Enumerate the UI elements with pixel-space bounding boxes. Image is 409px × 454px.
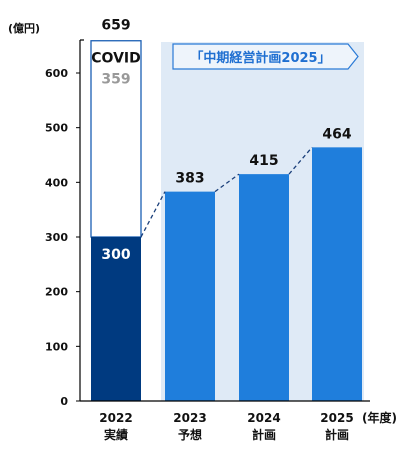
y-tick-label: 600	[45, 67, 68, 80]
y-tick-label: 0	[60, 395, 68, 408]
plan-banner	[172, 43, 359, 70]
trend-connector	[288, 146, 313, 175]
bar-2024	[239, 174, 289, 401]
x-tick-label-year: 2024	[247, 411, 280, 425]
bar-2022	[91, 237, 141, 401]
bar-2025	[312, 147, 362, 401]
y-axis-unit-label: (億円)	[8, 21, 40, 35]
y-tick-label: 100	[45, 340, 68, 353]
covid-label: COVID	[91, 51, 140, 67]
x-tick-label-status: 計画	[325, 427, 349, 442]
y-tick-label: 500	[45, 122, 68, 135]
covid-stack-bar	[90, 40, 142, 238]
bar-value-label: 464	[322, 126, 351, 142]
x-tick-label-year: 2023	[173, 411, 206, 425]
bar-value-label: 383	[175, 171, 204, 187]
total-value-label: 659	[101, 18, 130, 34]
y-tick-label: 300	[45, 231, 68, 244]
axes: (億円) (年度) 0 100 200 300 400 500 600 2022 実績 2023 予…	[8, 21, 397, 442]
x-tick-label-year: 2025	[320, 411, 353, 425]
trend-connector	[140, 191, 166, 238]
bar-2023	[165, 191, 215, 401]
y-tick-label: 200	[45, 286, 68, 299]
covid-value-label: 359	[101, 72, 130, 88]
x-tick-label-status: 計画	[252, 427, 276, 442]
bar-value-label: 415	[249, 153, 278, 169]
x-axis-unit-label: (年度)	[362, 410, 397, 425]
x-tick-label-status: 実績	[104, 427, 128, 442]
x-tick-label-year: 2022	[99, 411, 132, 425]
trend-connector	[214, 173, 240, 193]
plot-area: COVID 359 659 300 383 415 464 「中期経営計画2025」	[90, 18, 362, 401]
plan-banner-label: 「中期経営計画2025」	[190, 50, 330, 66]
bar-value-label: 300	[101, 247, 130, 263]
x-tick-label-status: 予想	[178, 427, 202, 442]
y-tick-label: 400	[45, 176, 68, 189]
